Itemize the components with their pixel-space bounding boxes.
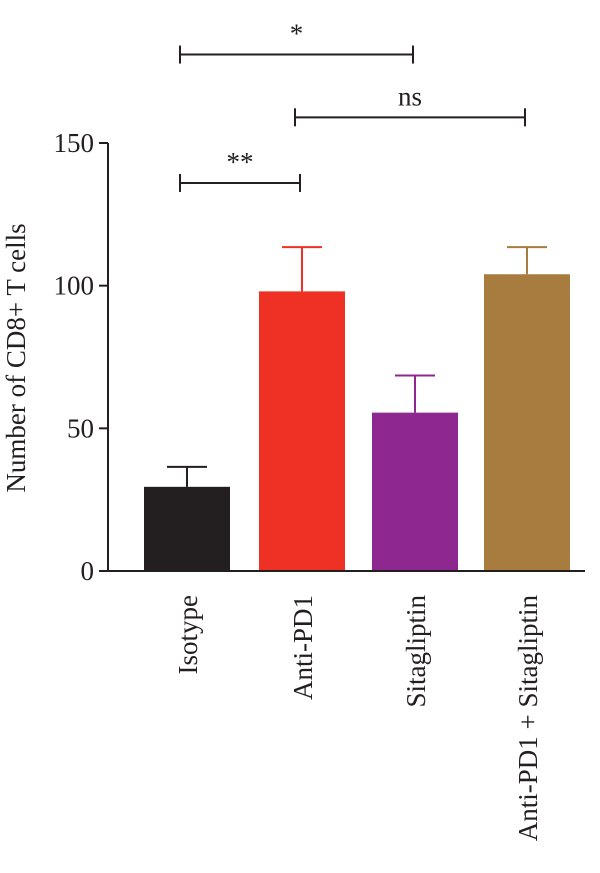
- x-tick-label-1: Isotype: [173, 595, 203, 675]
- significance-label: **: [227, 147, 254, 177]
- error-bars-layer: [167, 246, 547, 487]
- y-tick-label-0: 0: [81, 556, 95, 586]
- significance-bracket-2: ns: [294, 81, 526, 127]
- axes: 0 50 100 150 Isotype Anti-PD1 Sitagliptin Anti-…: [54, 128, 585, 842]
- bar-2: [259, 291, 345, 571]
- y-axis-label: Number of CD8+ T cells: [1, 223, 31, 492]
- x-tick-label-3: Sitagliptin: [401, 595, 431, 708]
- bar-4: [484, 274, 570, 571]
- y-tick-label-100: 100: [54, 271, 95, 301]
- y-tick-label-50: 50: [67, 413, 94, 443]
- bar-1: [144, 486, 230, 571]
- significance-brackets: * ns **: [179, 19, 526, 192]
- significance-bracket-1: *: [179, 19, 414, 64]
- y-tick-label-150: 150: [54, 128, 95, 158]
- x-tick-label-4: Anti-PD1 + Sitagliptin: [513, 595, 543, 842]
- bar-3: [372, 412, 458, 571]
- significance-label: *: [290, 19, 304, 49]
- bars-layer: [144, 274, 570, 571]
- significance-label: ns: [398, 81, 422, 111]
- significance-bracket-3: **: [179, 147, 301, 192]
- x-tick-label-2: Anti-PD1: [288, 595, 318, 700]
